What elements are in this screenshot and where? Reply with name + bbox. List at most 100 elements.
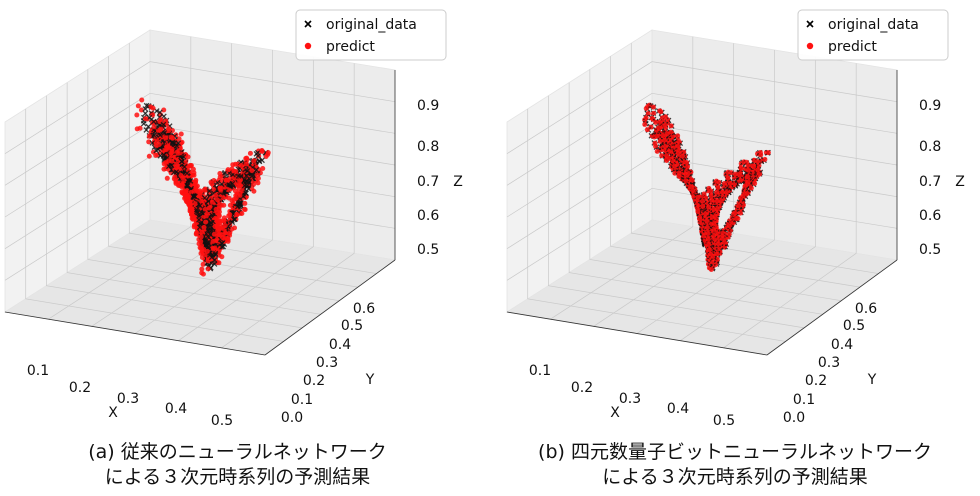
a-predict-point xyxy=(187,208,193,214)
a-predict-point xyxy=(198,234,204,240)
a-predict-point xyxy=(209,199,215,205)
a-predict-point xyxy=(265,152,271,158)
a-predict-point xyxy=(205,266,211,272)
a-legend-marker-dot xyxy=(304,42,312,50)
a-predict-point xyxy=(170,135,176,141)
b-z-tick-label: 0.9 xyxy=(919,98,941,114)
a-predict-point xyxy=(212,215,218,221)
a-z-tick-label: 0.6 xyxy=(417,208,439,224)
a-z-tick-label: 0.7 xyxy=(417,174,439,190)
a-y-axis-label: Y xyxy=(365,372,375,388)
a-predict-point xyxy=(137,125,143,131)
a-predict-point xyxy=(230,162,236,168)
a-predict-point xyxy=(203,213,209,219)
a-predict-point xyxy=(217,185,223,191)
a-predict-point xyxy=(199,229,205,235)
a-predict-point xyxy=(229,198,235,204)
b-x-tick-label: 0.5 xyxy=(713,413,735,429)
b-x-tick-label: 0.4 xyxy=(667,401,689,417)
a-predict-point xyxy=(191,224,197,230)
a-grid-y xyxy=(87,69,340,302)
a-y-tick-label: 0.5 xyxy=(341,318,363,334)
a-predict-point xyxy=(255,175,261,181)
a-predict-point xyxy=(237,183,243,189)
a-predict-point xyxy=(200,261,206,267)
a-grid-y xyxy=(128,43,377,274)
a-predict-point xyxy=(251,181,257,187)
a-predict-point xyxy=(199,198,205,204)
a-predict-point xyxy=(212,224,218,230)
a-z-tick-label: 0.9 xyxy=(417,98,439,114)
a-predict-point xyxy=(158,126,164,132)
a-predict-point xyxy=(210,246,216,252)
a-predict-point xyxy=(213,206,219,212)
b-z-tick-label: 0.5 xyxy=(919,242,941,258)
a-predict-point xyxy=(135,103,141,109)
a-plot-area xyxy=(134,97,271,277)
b-x-tick-label: 0.3 xyxy=(619,391,641,407)
a-original-data-stroke xyxy=(145,123,152,130)
b-x-tick-label: 0.1 xyxy=(529,363,551,379)
a-predict-point xyxy=(198,238,204,244)
a-predict-point xyxy=(164,145,170,151)
a-predict-point xyxy=(190,215,196,221)
a-original-data-stroke xyxy=(153,108,160,114)
a-predict-point xyxy=(202,206,208,212)
a-predict-point xyxy=(217,174,223,180)
a-predict-point xyxy=(178,131,184,137)
a-predict-point xyxy=(161,166,167,172)
a-predict-point xyxy=(242,200,248,206)
a-predict-point xyxy=(211,231,217,237)
a-y-tick-label: 0.2 xyxy=(303,373,325,389)
a-x-tick-label: 0.1 xyxy=(27,363,49,379)
a-z-axis-label: Z xyxy=(453,174,463,190)
a-grid-y xyxy=(108,56,358,288)
a-predict-point xyxy=(139,97,145,103)
a-predict-point xyxy=(191,188,197,194)
a-predict-point xyxy=(179,189,185,195)
a-predict-point xyxy=(215,197,221,203)
a-predict-point xyxy=(224,177,230,183)
b-y-tick-label: 0.4 xyxy=(831,337,853,353)
a-predict-point xyxy=(154,138,160,144)
a-predict-point xyxy=(249,168,255,174)
b-x-tick-label: 0.2 xyxy=(571,380,593,396)
a-predict-point xyxy=(211,178,217,184)
b-x-axis-label: X xyxy=(610,405,620,421)
a-predict-point xyxy=(201,187,207,193)
a-predict-point xyxy=(210,238,216,244)
a-predict-point xyxy=(243,155,249,161)
a-legend-label-predict: predict xyxy=(326,39,375,55)
a-predict-point xyxy=(143,116,149,122)
b-z-tick-label: 0.6 xyxy=(919,208,941,224)
a-predict-point xyxy=(169,146,175,152)
a-predict-point xyxy=(151,124,157,130)
a-predict-point xyxy=(247,150,253,156)
a-predict-point xyxy=(220,235,226,241)
a-y-tick-label: 0.6 xyxy=(353,301,375,317)
a-predict-point xyxy=(146,153,152,159)
a-predict-point xyxy=(191,170,197,176)
b-y-tick-label: 0.6 xyxy=(855,301,877,317)
a-predict-point xyxy=(222,223,228,229)
a-predict-point xyxy=(164,175,170,181)
a-predict-point xyxy=(243,161,249,167)
a-predict-point xyxy=(260,165,266,171)
a-original-data-stroke xyxy=(156,114,163,121)
a-y-tick-label: 0.3 xyxy=(316,355,338,371)
a-predict-point xyxy=(188,163,194,169)
a-grid-x xyxy=(48,36,192,320)
a-y-tick-label: 0.0 xyxy=(281,410,303,426)
a-predict-point xyxy=(185,154,191,160)
a-predict-point xyxy=(172,174,178,180)
a-predict-point xyxy=(134,112,140,118)
a-grid-y xyxy=(46,95,303,329)
a-predict-point xyxy=(213,192,219,198)
a-predict-point xyxy=(251,158,257,164)
a-x-tick-label: 0.4 xyxy=(165,401,187,417)
a-predict-point xyxy=(150,105,156,111)
a-grid-x xyxy=(221,63,355,349)
a-y-axis-line xyxy=(264,259,396,356)
a-predict-point xyxy=(203,219,209,225)
